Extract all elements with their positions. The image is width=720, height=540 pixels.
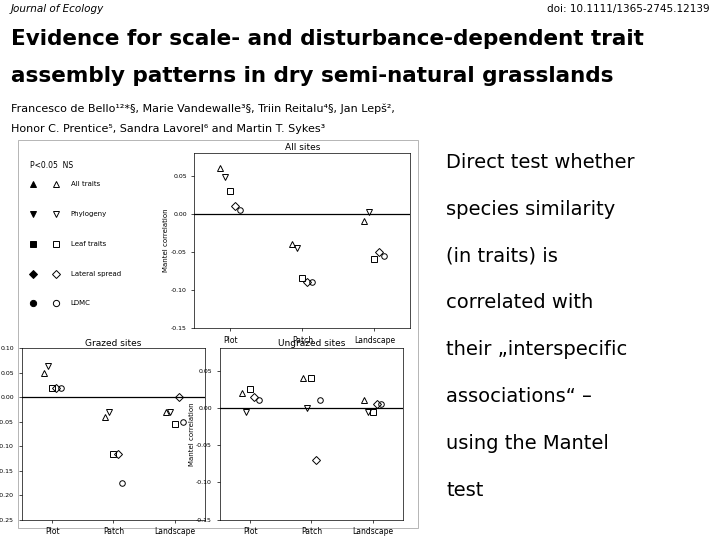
Title: Grazed sites: Grazed sites: [85, 339, 142, 348]
FancyBboxPatch shape: [18, 140, 418, 528]
Title: Ungrazed sites: Ungrazed sites: [278, 339, 345, 348]
Text: doi: 10.1111/1365-2745.12139: doi: 10.1111/1365-2745.12139: [546, 4, 709, 14]
Text: P<0.05  NS: P<0.05 NS: [30, 161, 73, 171]
Text: species similarity: species similarity: [446, 200, 616, 219]
Y-axis label: Mantel correlation: Mantel correlation: [163, 208, 169, 272]
Text: Journal of Ecology: Journal of Ecology: [11, 4, 104, 14]
Text: assembly patterns in dry semi-natural grasslands: assembly patterns in dry semi-natural gr…: [11, 66, 613, 86]
Text: All traits: All traits: [71, 181, 100, 187]
Text: correlated with: correlated with: [446, 293, 594, 312]
Text: their „interspecific: their „interspecific: [446, 340, 628, 359]
Text: (in traits) is: (in traits) is: [446, 246, 558, 266]
Text: Leaf traits: Leaf traits: [71, 241, 106, 247]
Text: Honor C. Prentice⁵, Sandra Lavorel⁶ and Martin T. Sykes³: Honor C. Prentice⁵, Sandra Lavorel⁶ and …: [11, 124, 325, 134]
Title: All sites: All sites: [284, 143, 320, 152]
Text: Francesco de Bello¹²*§, Marie Vandewalle³§, Triin Reitalu⁴§, Jan Lepš²,: Francesco de Bello¹²*§, Marie Vandewalle…: [11, 103, 395, 114]
Text: associations“ –: associations“ –: [446, 387, 593, 406]
Text: Evidence for scale- and disturbance-dependent trait: Evidence for scale- and disturbance-depe…: [11, 29, 644, 49]
Text: Lateral spread: Lateral spread: [71, 271, 121, 276]
Text: Phylogeny: Phylogeny: [71, 211, 107, 217]
Text: test: test: [446, 481, 484, 500]
Text: Direct test whether: Direct test whether: [446, 153, 635, 172]
Y-axis label: Mantel correlation: Mantel correlation: [189, 402, 194, 466]
Text: using the Mantel: using the Mantel: [446, 434, 609, 453]
Text: LDMC: LDMC: [71, 300, 91, 307]
